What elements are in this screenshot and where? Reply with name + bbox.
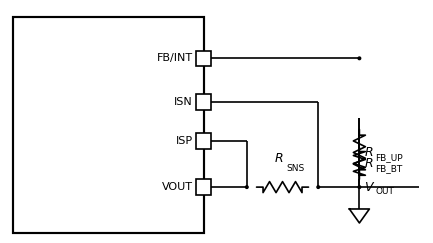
Circle shape <box>317 186 320 188</box>
Circle shape <box>358 186 361 188</box>
Text: ISP: ISP <box>175 136 193 146</box>
Bar <box>196 51 211 66</box>
Text: $V$: $V$ <box>365 181 376 194</box>
Text: FB_UP: FB_UP <box>375 153 403 162</box>
Text: $R$: $R$ <box>274 152 283 165</box>
Text: FB_BT: FB_BT <box>375 164 403 173</box>
Circle shape <box>358 57 361 60</box>
Circle shape <box>246 186 248 188</box>
Text: $R$: $R$ <box>365 157 374 170</box>
Text: OUT: OUT <box>375 187 394 196</box>
Bar <box>13 17 204 233</box>
Text: SNS: SNS <box>287 164 305 173</box>
Text: $R$: $R$ <box>365 146 374 159</box>
Bar <box>196 179 211 195</box>
Bar <box>196 133 211 149</box>
Text: FB/INT: FB/INT <box>156 53 193 63</box>
Text: VOUT: VOUT <box>162 182 193 192</box>
Text: ISN: ISN <box>174 97 193 107</box>
Bar <box>196 94 211 110</box>
